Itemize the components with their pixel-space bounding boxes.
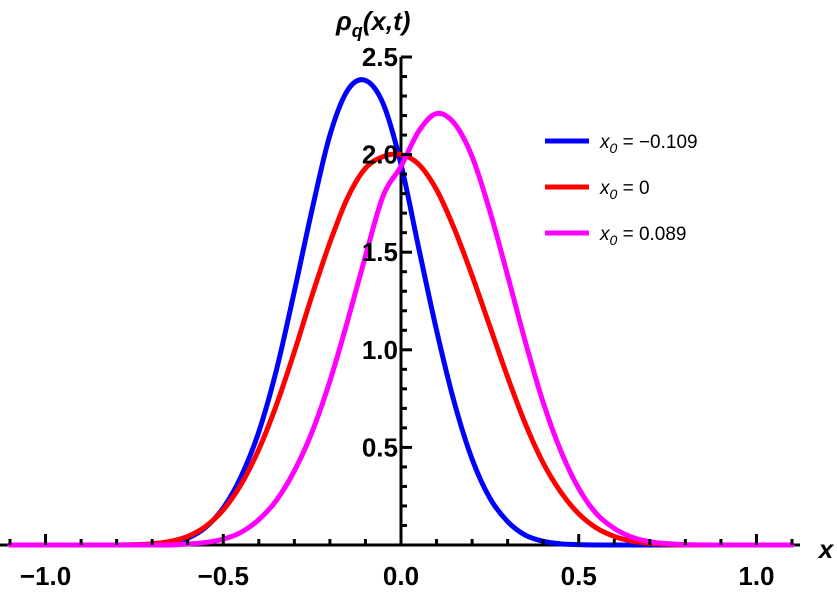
y-axis-label-sub: q: [352, 21, 363, 41]
legend-label-value: = −0.109: [617, 132, 697, 153]
y-tick-label: 1.0: [362, 335, 398, 365]
legend-label-value: = 0.089: [617, 224, 686, 245]
x-tick-label: 0.0: [383, 561, 419, 591]
legend-label: x0 = 0: [599, 178, 650, 202]
y-axis-label-args: (x,t): [363, 6, 411, 36]
ticks-layer: −1.0 −0.5 0.0 0.5 1.0 0.5 1.0 1.5 2.0 2.5: [8, 42, 794, 591]
legend-label-var: x: [599, 224, 611, 245]
legend-label-sub: 0: [610, 186, 618, 202]
x-tick-label: 1.0: [738, 561, 774, 591]
x-tick-label: −0.5: [198, 561, 249, 591]
y-tick-label: 2.0: [362, 140, 398, 170]
legend-label-sub: 0: [610, 140, 618, 156]
y-tick-label: 1.5: [362, 237, 398, 267]
axis-labels: x ρq(x,t): [335, 6, 835, 564]
legend-label-var: x: [599, 132, 611, 153]
series-magenta-curve: [7, 110, 795, 548]
axes: [0, 57, 800, 547]
y-axis-label-main: ρ: [335, 6, 352, 36]
x-tick-label: 0.5: [561, 561, 597, 591]
legend-label: x0 = 0.089: [599, 224, 687, 248]
legend-label: x0 = −0.109: [599, 132, 698, 156]
x-axis-label: x: [817, 534, 835, 564]
y-tick-label: 2.5: [362, 42, 398, 72]
legend-label-sub: 0: [610, 232, 618, 248]
y-tick-label: 0.5: [362, 432, 398, 462]
legend-entry-magenta: x0 = 0.089: [545, 224, 687, 248]
legend-entry-red: x0 = 0: [545, 178, 650, 202]
legend-label-var: x: [599, 178, 611, 199]
legend-label-value: = 0: [617, 178, 649, 199]
y-axis-label: ρq(x,t): [335, 6, 410, 41]
x-tick-label: −1.0: [20, 561, 71, 591]
legend-entry-blue: x0 = −0.109: [545, 132, 698, 156]
